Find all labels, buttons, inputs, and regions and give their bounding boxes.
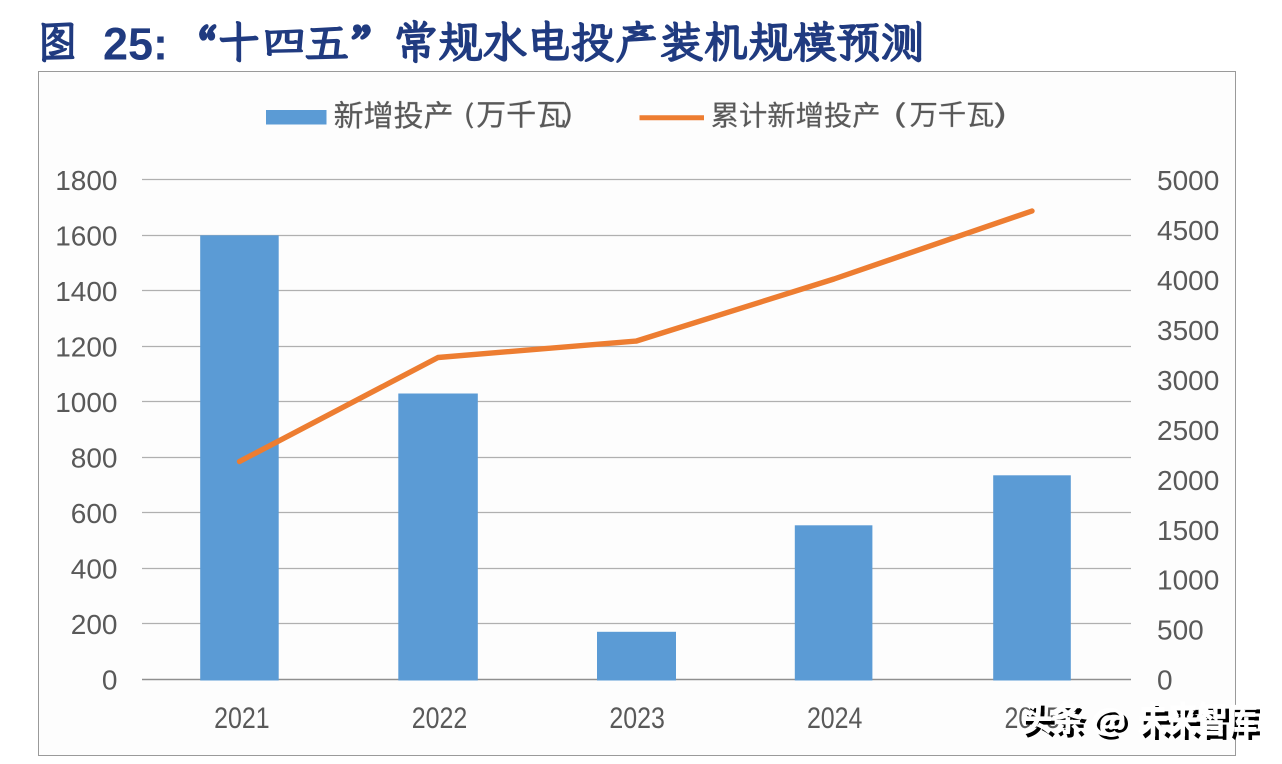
svg-text:2500: 2500 (1157, 415, 1219, 446)
svg-text:2000: 2000 (1157, 465, 1219, 496)
svg-text:600: 600 (71, 498, 118, 529)
svg-text:1000: 1000 (55, 387, 117, 418)
svg-text:800: 800 (71, 443, 118, 474)
svg-text:2021: 2021 (214, 702, 270, 735)
svg-text:4000: 4000 (1157, 265, 1219, 296)
svg-text:5000: 5000 (1157, 165, 1219, 196)
svg-text:4500: 4500 (1157, 215, 1219, 246)
svg-text:3500: 3500 (1157, 315, 1219, 346)
svg-text:1200: 1200 (55, 332, 117, 363)
svg-text:2024: 2024 (807, 702, 863, 735)
svg-text:3000: 3000 (1157, 365, 1219, 396)
svg-text:1500: 1500 (1157, 515, 1219, 546)
svg-text:1600: 1600 (55, 221, 117, 252)
svg-text:1400: 1400 (55, 276, 117, 307)
svg-text:2022: 2022 (412, 702, 468, 735)
svg-text:400: 400 (71, 554, 118, 585)
svg-text:1800: 1800 (55, 165, 117, 196)
svg-text:2023: 2023 (609, 702, 665, 735)
svg-text:200: 200 (71, 609, 118, 640)
svg-text:500: 500 (1157, 615, 1204, 646)
svg-text:0: 0 (102, 665, 118, 696)
svg-text:0: 0 (1157, 665, 1173, 696)
svg-text:25:: 25: (103, 19, 168, 70)
svg-text:1000: 1000 (1157, 565, 1219, 596)
